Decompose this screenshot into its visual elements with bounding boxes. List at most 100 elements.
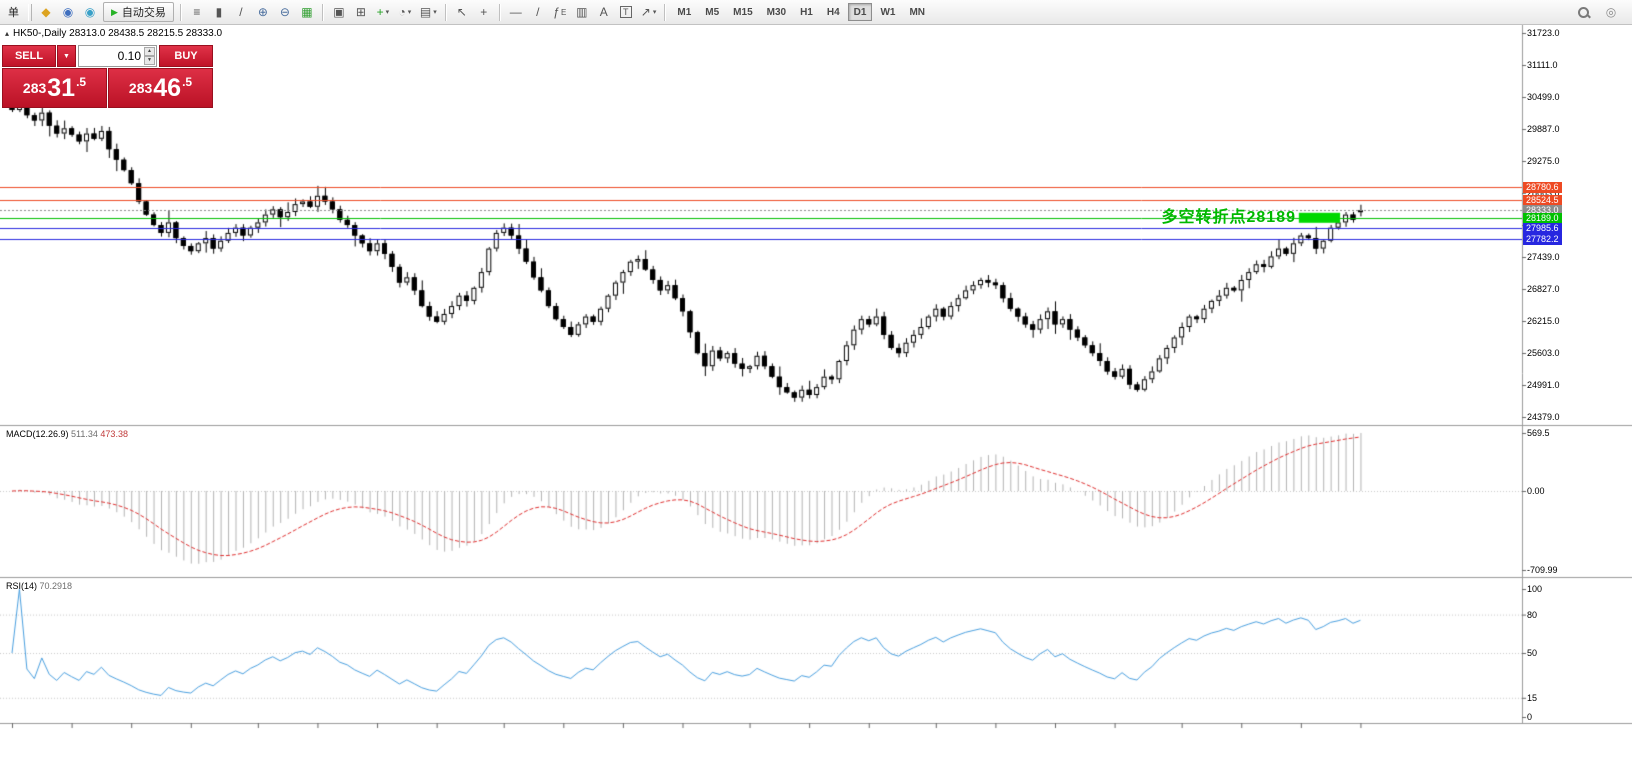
- channel-icon[interactable]: ▥: [572, 2, 592, 22]
- price-axis-label: 26827.0: [1527, 284, 1560, 294]
- arrows-icon[interactable]: ↗ ▾: [638, 2, 660, 22]
- price-axis-label: 29275.0: [1527, 156, 1560, 166]
- chart-annotation-text: 多空转折点28189: [1161, 209, 1296, 226]
- crosshair-icon-glyph: +: [480, 5, 488, 19]
- rsi-axis-label: 15: [1527, 692, 1538, 703]
- price-axis-label: 30499.0: [1527, 92, 1560, 102]
- price-axis-label: 26215.0: [1527, 316, 1560, 326]
- text-icon[interactable]: A: [594, 2, 614, 22]
- grid-icon[interactable]: ▦: [297, 2, 317, 22]
- timeframe-button-w1[interactable]: W1: [874, 3, 901, 21]
- horizontal-line-icon[interactable]: —: [506, 2, 526, 22]
- buy-price[interactable]: 283 46.5: [108, 68, 213, 108]
- macd-axis-label: 0.00: [1527, 486, 1545, 496]
- navigator-icon[interactable]: ◉: [80, 2, 100, 22]
- volume-up-button[interactable]: ▲: [144, 47, 155, 56]
- text-icon-glyph: A: [599, 5, 608, 19]
- toolbar-separator: [498, 3, 501, 21]
- timeframe-button-mn[interactable]: MN: [903, 3, 931, 21]
- trendline-icon-glyph: /: [536, 5, 540, 19]
- volume-down-button[interactable]: ▼: [144, 56, 155, 65]
- chevron-down-icon: ▾: [385, 9, 390, 16]
- rsi-axis-label: 100: [1527, 584, 1543, 594]
- macd-title: MACD(12.26.9): [6, 429, 69, 439]
- tile-windows-icon[interactable]: ▣: [329, 2, 349, 22]
- search-icon-glyph: [1577, 6, 1590, 19]
- indicators-icon[interactable]: + ▾: [373, 2, 393, 22]
- line-chart-icon[interactable]: /: [231, 2, 251, 22]
- order-button[interactable]: 单: [3, 2, 24, 22]
- timeframe-button-h1[interactable]: H1: [794, 3, 819, 21]
- toolbar-grip: [28, 3, 32, 21]
- timeframe-button-m30[interactable]: M30: [761, 3, 792, 21]
- periods-icon-glyph: ◔: [398, 5, 406, 19]
- rsi-axis-label: 80: [1527, 609, 1538, 620]
- arrows-icon-glyph: ↗: [640, 5, 651, 19]
- tile-windows-icon-glyph: ▣: [333, 5, 345, 19]
- price-axis-label: 25603.0: [1527, 348, 1560, 358]
- chevron-down-icon: ▾: [407, 9, 412, 16]
- cursor-icon[interactable]: ↖: [452, 2, 472, 22]
- timeframe-button-d1[interactable]: D1: [847, 3, 873, 21]
- chevron-down-icon: ▾: [652, 9, 657, 16]
- price-tag-28524.5: 28524.5: [1523, 195, 1562, 207]
- candlestick-chart-icon[interactable]: ▮: [209, 2, 229, 22]
- data-window-icon[interactable]: ◎: [1601, 2, 1621, 22]
- toolbar-items: 单 ◆ ◉ ◉ ▶ 自动交易 ≡ ▮ / ⊕ ⊖ ▦ ▣ ⊞ + ▾ ◔ ▾ ▤ ▾ ↖ + — / ƒ E ▥ A T ↗ ▾ M1 M5 M1…: [0, 2, 1572, 22]
- templates-icon-glyph: ▤: [419, 5, 432, 19]
- cursor-icon-glyph: ↖: [456, 5, 467, 19]
- new-order-icon[interactable]: ◆: [36, 2, 56, 22]
- bar-chart-icon[interactable]: ≡: [187, 2, 207, 22]
- sell-price[interactable]: 283 31.5: [2, 68, 107, 108]
- candlestick-chart-icon-glyph: ▮: [215, 5, 223, 19]
- one-click-collapse-icon[interactable]: ▴: [5, 29, 10, 38]
- timeframe-button-m15[interactable]: M15: [727, 3, 758, 21]
- price-axis-label: 29887.0: [1527, 124, 1560, 134]
- timeframe-button-m5[interactable]: M5: [699, 3, 725, 21]
- sell-button[interactable]: SELL: [2, 45, 56, 67]
- zoom-out-icon-glyph: ⊖: [279, 5, 290, 19]
- market-watch-icon[interactable]: ◉: [58, 2, 78, 22]
- trendline-icon[interactable]: /: [528, 2, 548, 22]
- search-icon[interactable]: [1573, 2, 1593, 22]
- price-axis-label: 24991.0: [1527, 380, 1560, 390]
- macd-axis-label: -709.99: [1527, 565, 1558, 575]
- timeframe-button-m1[interactable]: M1: [671, 3, 697, 21]
- bar-chart-icon-glyph: ≡: [193, 5, 201, 19]
- toolbar-separator: [321, 3, 324, 21]
- macd-value: 511.34: [71, 429, 98, 439]
- templates-icon[interactable]: ▤ ▾: [417, 2, 440, 22]
- rsi-indicator-label: RSI(14) 70.2918: [6, 581, 72, 591]
- timeframe-button-h4[interactable]: H4: [821, 3, 846, 21]
- price-axis-label: 24379.0: [1527, 412, 1560, 422]
- periods-icon[interactable]: ◔ ▾: [395, 2, 415, 22]
- rsi-axis-label: 50: [1527, 648, 1538, 658]
- autotrading-button[interactable]: ▶ 自动交易: [103, 2, 174, 22]
- channel-icon-glyph: ▥: [576, 5, 588, 19]
- volume-input[interactable]: [79, 46, 156, 66]
- market-watch-icon-glyph: ◉: [62, 5, 74, 19]
- one-click-menu-button[interactable]: ▼: [57, 45, 76, 67]
- horizontal-line-icon-glyph: —: [509, 5, 522, 19]
- zoom-out-icon[interactable]: ⊖: [275, 2, 295, 22]
- price-tag-27782.2: 27782.2: [1523, 234, 1562, 246]
- one-click-prices: 283 31.5 283 46.5: [2, 68, 213, 108]
- chart-header: ▴ HK50-,Daily 28313.0 28438.5 28215.5 28…: [5, 28, 222, 39]
- crosshair-icon[interactable]: +: [474, 2, 494, 22]
- toolbar-right-items: ◎: [1572, 2, 1632, 22]
- autotrading-label: 自动交易: [121, 7, 166, 19]
- label-icon[interactable]: T: [616, 2, 636, 22]
- macd-axis-label: 569.5: [1527, 428, 1550, 438]
- zoom-in-icon[interactable]: ⊕: [253, 2, 273, 22]
- indicators-icon-glyph: +: [376, 5, 384, 19]
- toolbar-separator: [179, 3, 182, 21]
- cascade-windows-icon[interactable]: ⊞: [351, 2, 371, 22]
- volume-box: ▲ ▼: [78, 45, 157, 67]
- price-tag-28333.0: 28333.0: [1523, 205, 1562, 217]
- one-click-top-row: SELL ▼ ▲ ▼ BUY: [2, 45, 213, 67]
- toolbar-separator: [664, 3, 667, 21]
- navigator-icon-glyph: ◉: [84, 5, 96, 19]
- buy-button[interactable]: BUY: [159, 45, 213, 67]
